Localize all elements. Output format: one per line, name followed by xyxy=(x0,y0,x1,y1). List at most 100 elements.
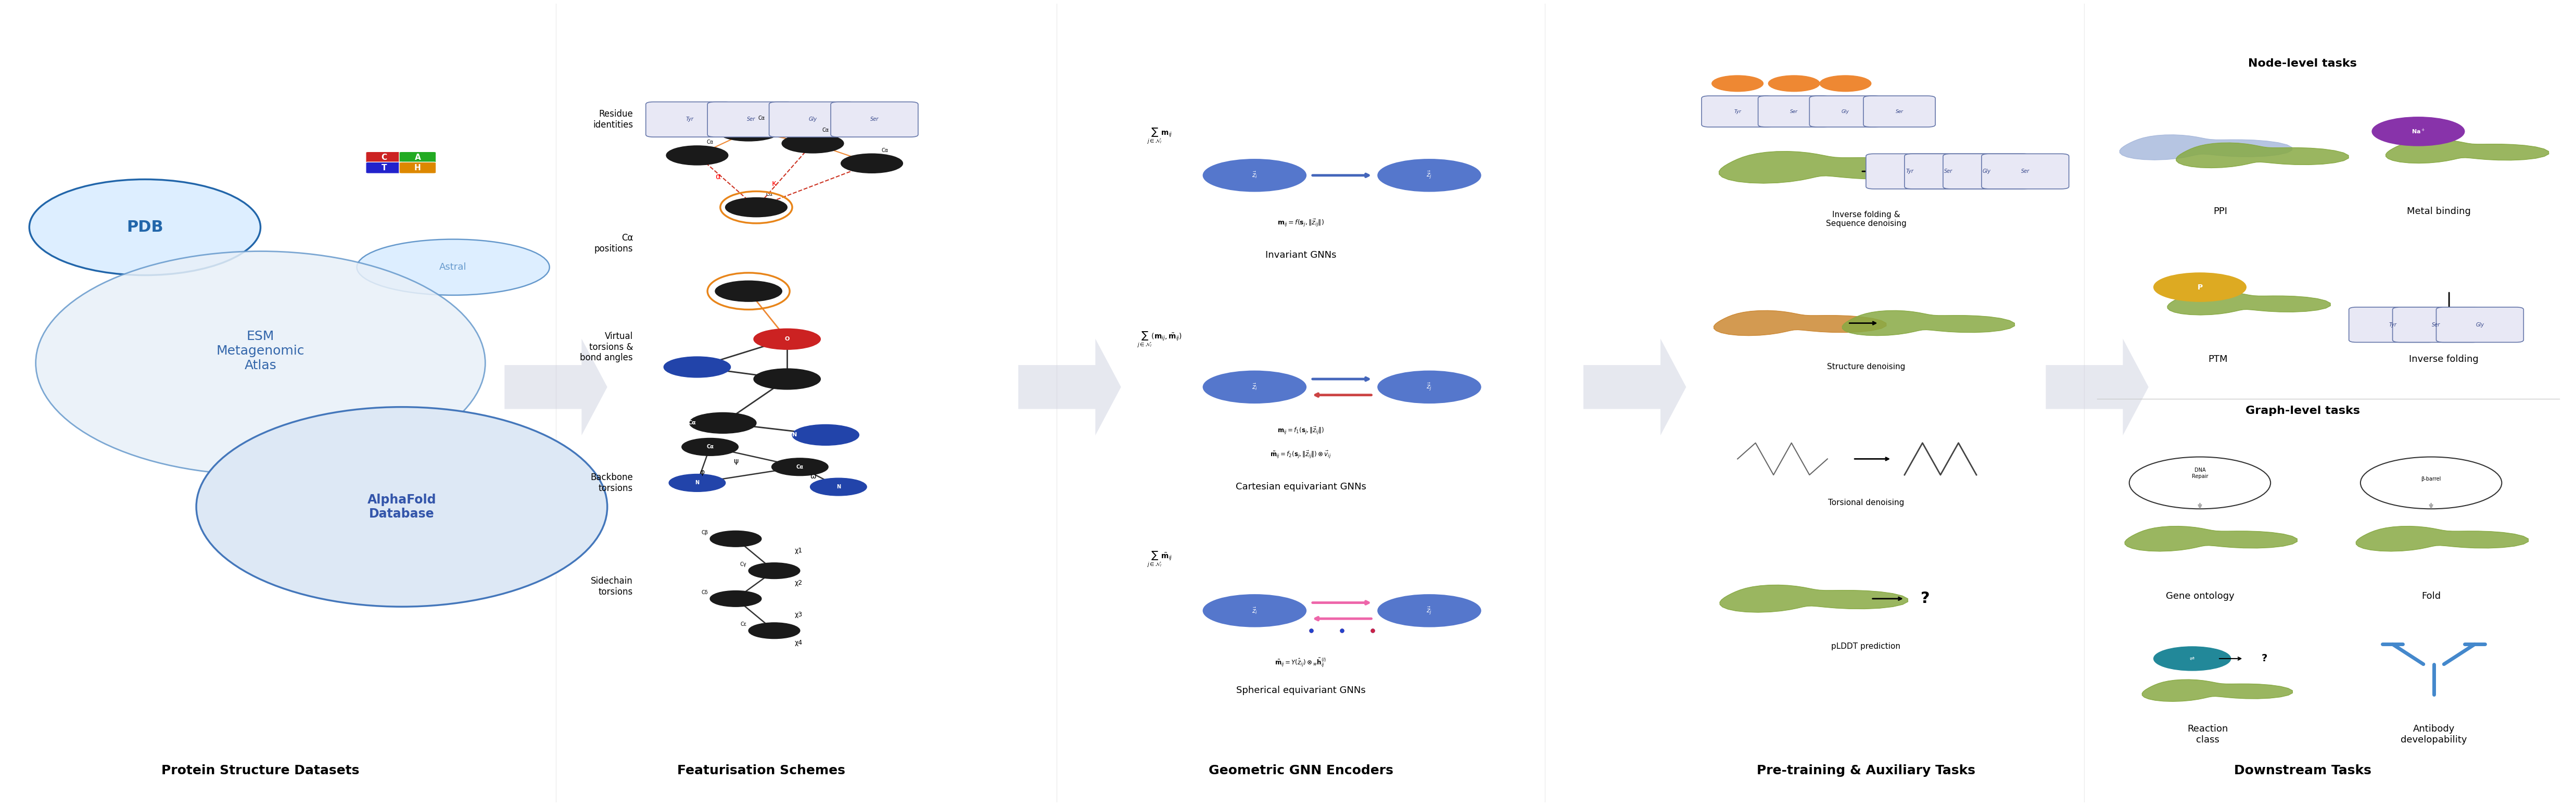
Text: Tyr: Tyr xyxy=(2388,322,2396,327)
Text: ω: ω xyxy=(809,473,817,480)
Polygon shape xyxy=(2357,526,2530,551)
Text: Antibody
developability: Antibody developability xyxy=(2401,725,2468,745)
Circle shape xyxy=(2154,646,2231,671)
Text: Tyr: Tyr xyxy=(1734,109,1741,114)
Ellipse shape xyxy=(28,180,260,275)
Text: N: N xyxy=(657,364,662,370)
Text: PPI: PPI xyxy=(2213,206,2228,216)
Text: $\mathbf{m}_{ij} = f_1(\mathbf{s}_j, \|\vec{z}_{ij}\|)$: $\mathbf{m}_{ij} = f_1(\mathbf{s}_j, \|\… xyxy=(1278,426,1324,436)
Text: Cartesian equivariant GNNs: Cartesian equivariant GNNs xyxy=(1236,482,1365,492)
Text: Node-level tasks: Node-level tasks xyxy=(2249,58,2357,69)
Circle shape xyxy=(1713,76,1762,91)
Text: N: N xyxy=(837,484,840,489)
FancyBboxPatch shape xyxy=(770,102,855,137)
Text: P: P xyxy=(2197,284,2202,291)
FancyBboxPatch shape xyxy=(1703,96,1772,127)
Text: Graph-level tasks: Graph-level tasks xyxy=(2246,405,2360,416)
Polygon shape xyxy=(1842,310,2014,335)
Text: χ1: χ1 xyxy=(796,547,804,555)
Text: Structure denoising: Structure denoising xyxy=(1826,364,1906,371)
Text: Reaction
class: Reaction class xyxy=(2187,725,2228,745)
Polygon shape xyxy=(2120,135,2293,160)
Text: Cα: Cα xyxy=(765,192,773,197)
Text: χ2: χ2 xyxy=(796,580,804,586)
Text: Downstream Tasks: Downstream Tasks xyxy=(2233,764,2372,777)
Text: H: H xyxy=(415,164,420,172)
Ellipse shape xyxy=(358,239,549,295)
Text: Gly: Gly xyxy=(809,117,817,122)
Ellipse shape xyxy=(196,407,608,607)
Text: Inverse folding: Inverse folding xyxy=(2409,355,2478,364)
Ellipse shape xyxy=(2360,457,2501,509)
Text: PDB: PDB xyxy=(126,220,162,235)
Text: $\vec{z}_j$: $\vec{z}_j$ xyxy=(1427,170,1432,181)
Text: A: A xyxy=(415,153,420,161)
Text: β-barrel: β-barrel xyxy=(2421,476,2442,481)
Text: Virtual
torsions &
bond angles: Virtual torsions & bond angles xyxy=(580,331,634,363)
Text: Ser: Ser xyxy=(2432,322,2439,327)
Circle shape xyxy=(1378,595,1481,626)
Text: N: N xyxy=(696,480,698,485)
Text: T: T xyxy=(381,164,386,172)
Text: Cα: Cα xyxy=(757,116,765,121)
Text: Cα: Cα xyxy=(881,147,889,153)
Text: Metal binding: Metal binding xyxy=(2406,206,2470,216)
Text: Tyr: Tyr xyxy=(685,117,693,122)
Text: Cε: Cε xyxy=(739,621,747,627)
Circle shape xyxy=(665,357,732,377)
Circle shape xyxy=(690,413,757,434)
Text: Cα
positions: Cα positions xyxy=(595,233,634,253)
Text: Featurisation Schemes: Featurisation Schemes xyxy=(677,764,845,777)
Text: κ: κ xyxy=(773,180,775,187)
Text: C: C xyxy=(824,376,827,381)
Text: Gly: Gly xyxy=(1984,168,1991,174)
Circle shape xyxy=(1378,160,1481,191)
Circle shape xyxy=(783,134,842,153)
Text: Gly: Gly xyxy=(1842,109,1850,114)
FancyBboxPatch shape xyxy=(366,152,402,163)
Text: ?: ? xyxy=(2262,654,2267,663)
FancyBboxPatch shape xyxy=(2437,307,2524,343)
Text: $\tilde{\mathbf{m}}_{ij} = f_2(\mathbf{s}_j, \|\vec{z}_{ij}\|) \otimes \vec{v}_{: $\tilde{\mathbf{m}}_{ij} = f_2(\mathbf{s… xyxy=(1270,450,1332,460)
Circle shape xyxy=(1819,76,1870,91)
Circle shape xyxy=(726,197,788,217)
Polygon shape xyxy=(2177,143,2349,168)
Circle shape xyxy=(1378,371,1481,403)
FancyBboxPatch shape xyxy=(1904,154,1991,189)
Circle shape xyxy=(755,368,822,389)
Text: Cα: Cα xyxy=(706,139,714,145)
Text: Cα: Cα xyxy=(796,464,804,470)
Text: PTM: PTM xyxy=(2208,355,2228,364)
Text: pLDDT prediction: pLDDT prediction xyxy=(1832,642,1901,650)
Circle shape xyxy=(773,458,829,476)
Circle shape xyxy=(667,146,729,165)
Text: Residue
identities: Residue identities xyxy=(592,110,634,130)
Text: ESM
Metagenomic
Atlas: ESM Metagenomic Atlas xyxy=(216,330,304,372)
Circle shape xyxy=(711,531,762,546)
Polygon shape xyxy=(2385,139,2548,163)
Text: Cα: Cα xyxy=(688,421,696,426)
Text: Ser: Ser xyxy=(1790,109,1798,114)
Polygon shape xyxy=(1721,585,1909,613)
Text: Na$^+$: Na$^+$ xyxy=(2411,127,2424,135)
Text: Torsional denoising: Torsional denoising xyxy=(1829,499,1904,507)
Text: N: N xyxy=(793,432,796,438)
FancyBboxPatch shape xyxy=(647,102,734,137)
Text: Sidechain
torsions: Sidechain torsions xyxy=(590,576,634,596)
Text: $\mathbf{m}_{ij} = f(\mathbf{s}_j, \|\vec{z}_{ij}\|)$: $\mathbf{m}_{ij} = f(\mathbf{s}_j, \|\ve… xyxy=(1278,218,1324,228)
Text: Protein Structure Datasets: Protein Structure Datasets xyxy=(162,764,361,777)
Polygon shape xyxy=(2166,291,2331,315)
Text: $\tilde{\mathbf{m}}_{ij} = Y(\hat{z}_{ij}) \otimes_w \tilde{\mathbf{h}}_{ij}^{(l: $\tilde{\mathbf{m}}_{ij} = Y(\hat{z}_{ij… xyxy=(1275,657,1327,668)
FancyArrow shape xyxy=(1018,339,1121,435)
FancyBboxPatch shape xyxy=(829,102,917,137)
Circle shape xyxy=(840,154,902,173)
Text: φ: φ xyxy=(701,469,706,476)
FancyBboxPatch shape xyxy=(1865,154,1953,189)
Text: Tyr: Tyr xyxy=(1906,168,1914,174)
FancyBboxPatch shape xyxy=(1808,96,1880,127)
Text: Gly: Gly xyxy=(2476,322,2483,327)
Text: $\vec{z}_i$: $\vec{z}_i$ xyxy=(1252,383,1257,392)
Text: $\vec{z}_i$: $\vec{z}_i$ xyxy=(1252,171,1257,180)
FancyArrow shape xyxy=(1584,339,1687,435)
Polygon shape xyxy=(2143,679,2293,701)
